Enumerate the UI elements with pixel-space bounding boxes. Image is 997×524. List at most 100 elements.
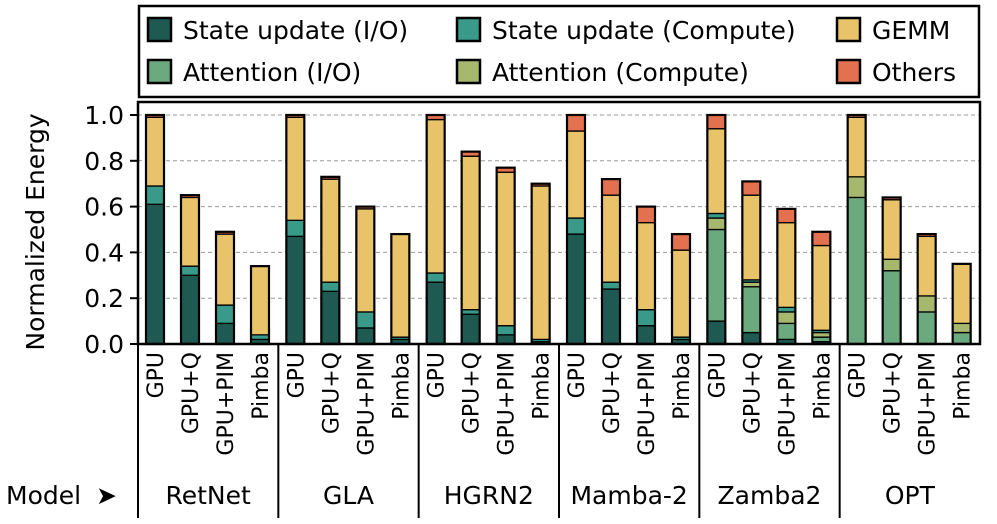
bar-retnet-gpu-q: [179, 194, 201, 346]
bar-segment-gemm: [531, 185, 551, 341]
bar-segment-gemm: [426, 118, 446, 274]
x-tick-label: GPU+Q: [881, 352, 906, 434]
legend-label-attention-compute: Attention (Compute): [492, 58, 749, 87]
y-tick-label: 1.0: [84, 101, 124, 130]
bar-segment-attention-compute: [952, 322, 972, 334]
bar-segment-state-update-i-o: [355, 327, 375, 345]
bar-segment-state-update-i-o: [215, 322, 235, 345]
y-tick-label: 0.4: [84, 238, 124, 267]
bar-segment-gemm: [847, 116, 867, 178]
x-tick-label: GPU+Q: [179, 352, 204, 434]
bar-segment-state-update-compute: [636, 308, 656, 327]
y-tick-label: 0.6: [84, 193, 124, 222]
bar-segment-state-update-compute: [461, 308, 481, 315]
bar-segment-attention-i-o: [847, 196, 867, 345]
bar-segment-state-update-i-o: [566, 233, 586, 345]
bar-mamba-2-gpu: [565, 113, 587, 346]
x-tick-label: Pimba: [951, 352, 976, 420]
y-tick-label: 0.2: [84, 284, 124, 313]
x-tick-label: Pimba: [530, 352, 555, 420]
bar-segment-gemm: [671, 249, 691, 338]
bar-segment-gemm: [180, 196, 200, 267]
legend-swatch-state-update-i-o: [146, 16, 173, 43]
bar-segment-attention-compute: [706, 217, 726, 231]
legend-label-state-update-compute: State update (Compute): [492, 16, 796, 45]
bar-segment-attention-compute: [882, 258, 902, 272]
bar-segment-attention-i-o: [952, 331, 972, 345]
x-tick-label: Pimba: [249, 352, 274, 420]
bar-segment-state-update-i-o: [601, 288, 621, 345]
bar-zamba2-gpu: [706, 113, 727, 346]
bar-segment-gemm: [250, 265, 270, 336]
bar-hgrn2-gpu-q: [460, 150, 481, 346]
bar-segment-state-update-compute: [180, 265, 200, 276]
bar-segment-attention-i-o: [776, 322, 796, 341]
legend-swatch-state-update-compute: [455, 16, 482, 43]
legend-swatch-attention-i-o: [146, 58, 173, 85]
bar-segment-gemm: [917, 235, 937, 297]
bar-segment-gemm: [215, 233, 235, 306]
bar-segment-gemm: [811, 244, 831, 331]
model-label-zamba2: Zamba2: [718, 481, 822, 510]
x-tick-label: GPU+PIM: [775, 352, 800, 456]
bar-segment-attention-compute: [741, 281, 761, 288]
x-tick-label: GPU+PIM: [916, 352, 941, 456]
x-tick-label: GPU: [705, 352, 730, 398]
bar-retnet-pimba: [249, 265, 271, 346]
bars: [144, 113, 972, 346]
x-tick-label: GPU+Q: [460, 352, 485, 434]
bar-segment-state-update-i-o: [741, 331, 761, 345]
model-arrow-icon: ➤: [96, 481, 117, 510]
model-label-hgrn2: HGRN2: [444, 481, 534, 510]
x-tick-label: GPU: [846, 352, 871, 398]
bar-segment-state-update-compute: [706, 212, 726, 219]
bar-gla-pimba: [390, 232, 411, 346]
model-axis-label: Model: [6, 481, 81, 510]
bar-segment-state-update-compute: [320, 281, 340, 292]
y-tick-label: 0.0: [84, 330, 124, 359]
x-tick-label: GPU+PIM: [635, 352, 660, 456]
bar-opt-pimba: [951, 262, 972, 346]
bar-segment-attention-compute: [776, 311, 796, 325]
bar-hgrn2-gpu-pim: [495, 166, 516, 346]
bar-segment-state-update-i-o: [496, 334, 516, 345]
bar-segment-gemm: [636, 221, 656, 311]
bar-segment-state-update-compute: [250, 334, 270, 341]
bar-segment-state-update-compute: [601, 281, 621, 290]
bar-hgrn2-gpu: [425, 113, 446, 346]
bar-segment-state-update-i-o: [706, 320, 726, 345]
bar-segment-attention-i-o: [917, 311, 937, 345]
x-tick-label: GPU+PIM: [214, 352, 239, 456]
bar-gla-gpu-pim: [355, 205, 376, 346]
bar-segment-state-update-i-o: [180, 274, 200, 345]
bar-segment-state-update-i-o: [636, 325, 656, 345]
bar-segment-attention-i-o: [882, 270, 902, 345]
legend-label-state-update-i-o: State update (I/O): [183, 16, 408, 45]
bar-segment-gemm: [601, 194, 621, 283]
bar-gla-gpu: [285, 113, 306, 346]
bar-segment-attention-compute: [847, 176, 867, 199]
bar-segment-others: [706, 114, 726, 130]
x-tick-label: GPU+PIM: [354, 352, 379, 456]
bar-segment-state-update-i-o: [320, 290, 340, 345]
legend-swatch-others: [835, 58, 862, 85]
legend-label-others: Others: [872, 58, 956, 87]
x-tick-label: GPU: [425, 352, 450, 398]
bar-segment-gemm: [496, 171, 516, 327]
bar-segment-others: [671, 233, 691, 251]
grid: [138, 114, 980, 299]
bar-retnet-gpu: [144, 113, 166, 346]
legend-label-gemm: GEMM: [872, 16, 950, 45]
bar-segment-attention-i-o: [741, 286, 761, 334]
bar-segment-gemm: [952, 263, 972, 325]
bar-segment-state-update-compute: [776, 306, 796, 313]
bar-segment-gemm: [566, 130, 586, 219]
model-label-opt: OPT: [885, 481, 936, 510]
bar-opt-gpu-pim: [916, 232, 937, 346]
bar-hgrn2-pimba: [530, 182, 551, 346]
x-tick-label: GPU: [565, 352, 590, 398]
bar-segment-state-update-i-o: [426, 281, 446, 345]
bar-mamba-2-gpu-q: [600, 178, 622, 346]
bar-segment-state-update-compute: [496, 325, 516, 336]
